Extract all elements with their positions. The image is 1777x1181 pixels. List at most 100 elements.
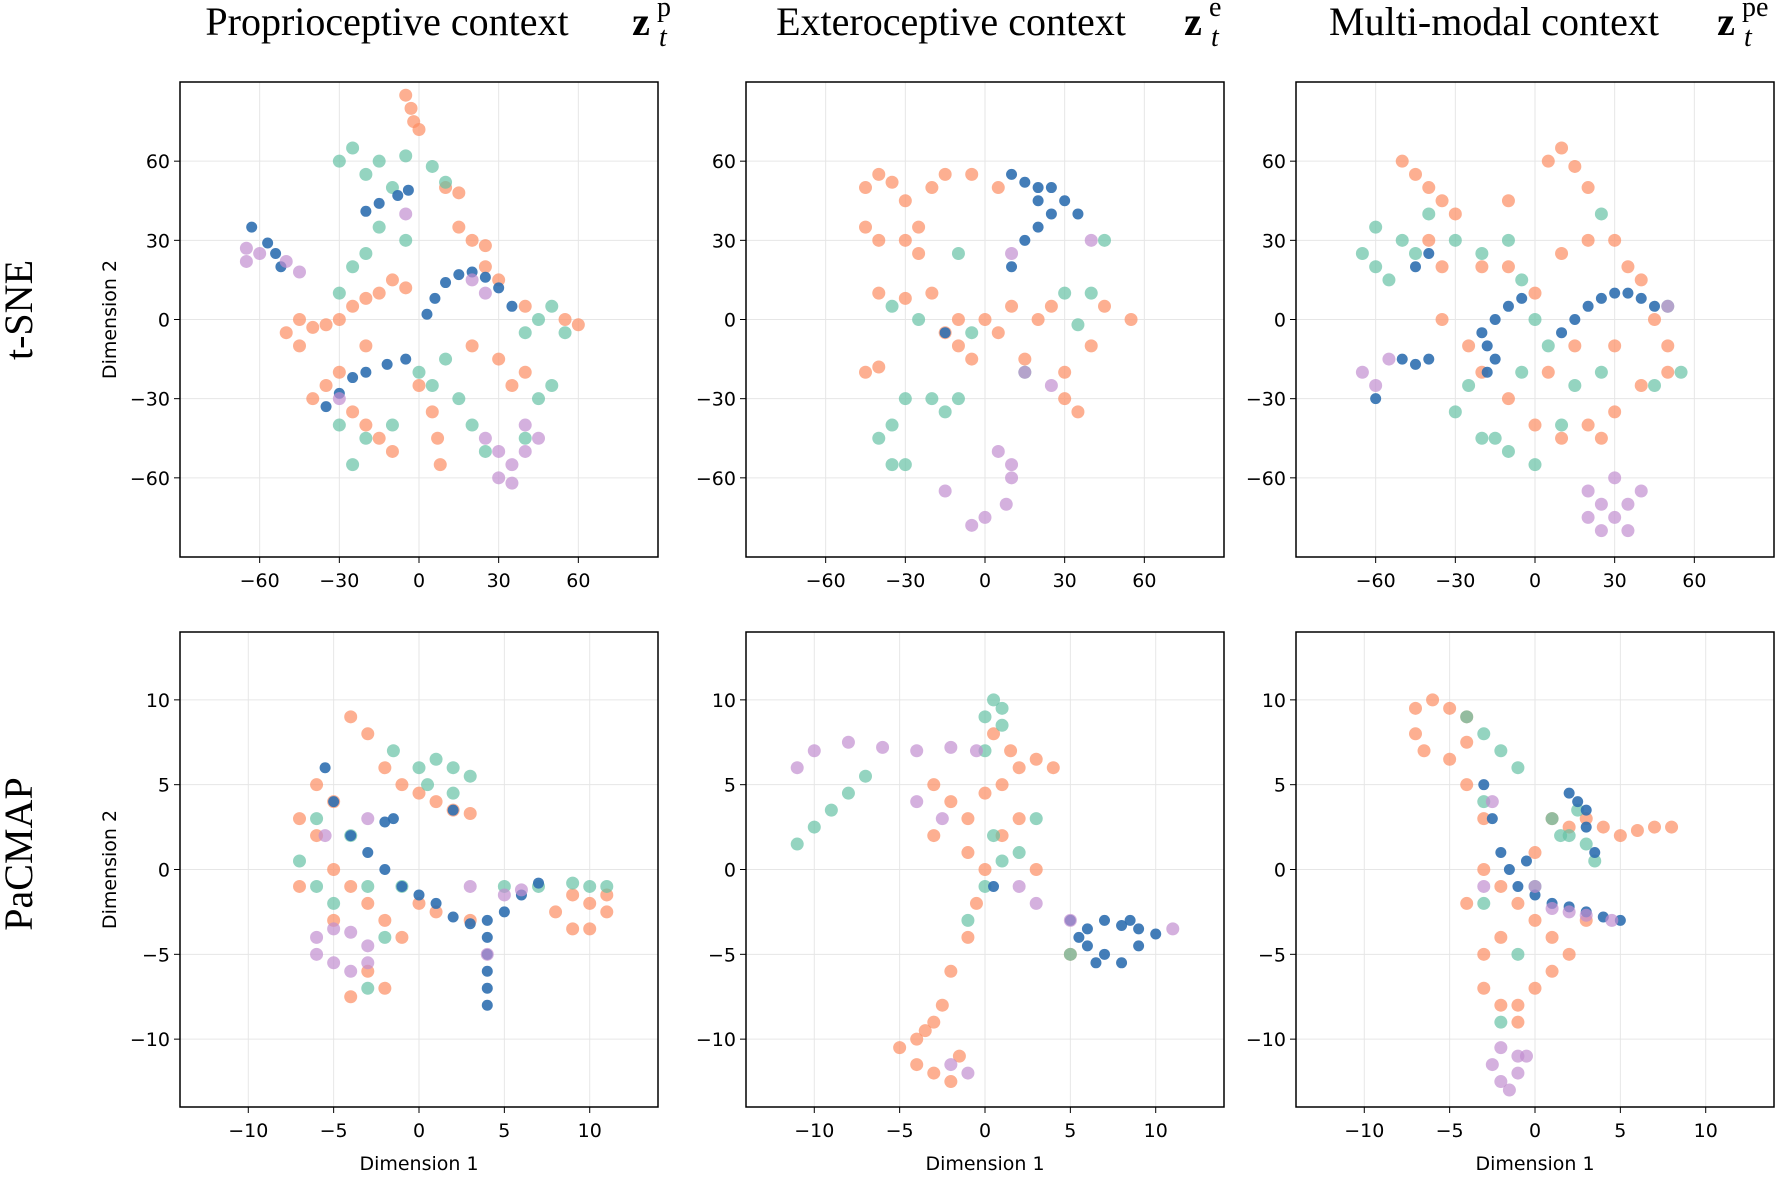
point-orange (433, 458, 447, 472)
x-tick-label: −5 (1436, 1120, 1464, 1142)
point-blue (1081, 940, 1093, 952)
point-blue (1502, 300, 1514, 312)
point-green (359, 167, 373, 181)
point-orange (293, 313, 306, 326)
y-tick-label: 0 (724, 860, 736, 882)
point-blue (440, 277, 452, 289)
point-purple (1528, 879, 1542, 893)
point-green (1501, 233, 1515, 247)
y-axis-label: Dimension 2 (99, 810, 121, 929)
point-orange (1608, 339, 1622, 353)
point-orange (293, 339, 306, 353)
point-blue (988, 880, 1000, 892)
point-orange (1511, 1015, 1525, 1029)
point-orange (961, 846, 975, 860)
point-orange (332, 313, 346, 326)
point-blue (453, 269, 465, 281)
point-green (1511, 947, 1525, 961)
point-orange (395, 778, 409, 792)
point-green (1369, 260, 1383, 274)
point-purple (1477, 879, 1491, 893)
point-blue (1019, 176, 1031, 188)
point-orange (1630, 823, 1644, 837)
point-green (925, 392, 939, 406)
point-green (841, 786, 855, 800)
point-orange (399, 88, 413, 102)
point-orange (372, 431, 386, 445)
point-purple (1545, 902, 1559, 916)
point-blue (1059, 195, 1071, 207)
x-tick-label: 30 (1053, 570, 1077, 592)
x-tick-label: 30 (487, 570, 511, 592)
point-orange (1494, 930, 1508, 944)
point-purple (293, 265, 306, 279)
point-blue (413, 889, 425, 901)
column-title: Proprioceptive context z tp (205, 0, 671, 53)
point-green (1395, 233, 1409, 247)
point-orange (293, 879, 306, 893)
points (239, 88, 585, 490)
title-subscript: t (1744, 22, 1753, 53)
x-tick-label: −10 (228, 1120, 268, 1142)
point-orange (991, 181, 1005, 195)
point-green (898, 392, 912, 406)
y-tick-label: 30 (1262, 230, 1286, 252)
point-blue (464, 918, 476, 930)
point-purple (478, 431, 492, 445)
point-orange (995, 778, 1009, 792)
point-orange (1545, 964, 1559, 978)
x-tick-label: 5 (498, 1120, 510, 1142)
point-orange (1029, 863, 1043, 876)
point-orange (1528, 846, 1542, 860)
point-green (1409, 247, 1422, 261)
point-green (332, 286, 346, 300)
point-blue (1116, 919, 1128, 931)
point-purple (938, 484, 952, 498)
point-green (558, 326, 572, 340)
point-orange (1634, 378, 1648, 392)
point-orange (1501, 392, 1515, 406)
point-green (1448, 405, 1462, 419)
point-orange (378, 761, 392, 775)
point-blue (939, 327, 951, 339)
point-blue (1081, 923, 1093, 935)
point-purple (1044, 378, 1058, 392)
point-blue (1410, 261, 1421, 273)
point-purple (1581, 484, 1595, 498)
point-green (439, 175, 453, 189)
column-title-text: Proprioceptive context (205, 0, 568, 44)
title-symbol: z (632, 0, 650, 44)
y-tick-label: 10 (712, 690, 736, 712)
x-tick-label: −5 (320, 1120, 348, 1142)
point-green (518, 431, 532, 445)
point-orange (935, 998, 949, 1012)
point-green (898, 458, 912, 472)
point-blue (421, 308, 433, 320)
point-purple (1608, 471, 1622, 485)
points (293, 710, 614, 1011)
point-orange (872, 286, 886, 300)
point-orange (465, 233, 479, 247)
point-blue (1481, 340, 1493, 352)
point-purple (492, 471, 506, 485)
point-orange (910, 1032, 924, 1046)
point-purple (1494, 1075, 1508, 1089)
point-orange (1562, 947, 1576, 961)
point-purple (944, 1058, 958, 1072)
point-green (293, 854, 306, 868)
x-tick-label: 0 (413, 1120, 425, 1142)
point-purple (1012, 879, 1026, 893)
point-orange (1084, 339, 1098, 353)
x-tick-label: 0 (979, 570, 991, 592)
point-orange (978, 313, 992, 326)
point-orange (505, 378, 519, 392)
point-blue (1133, 940, 1145, 952)
y-tick-label: −60 (696, 468, 736, 490)
x-tick-label: 5 (1064, 1120, 1076, 1142)
point-blue (360, 205, 372, 217)
point-purple (399, 207, 413, 221)
point-orange (1555, 431, 1569, 445)
point-purple (1485, 795, 1499, 809)
point-green (1029, 812, 1043, 826)
point-blue (1150, 928, 1162, 940)
